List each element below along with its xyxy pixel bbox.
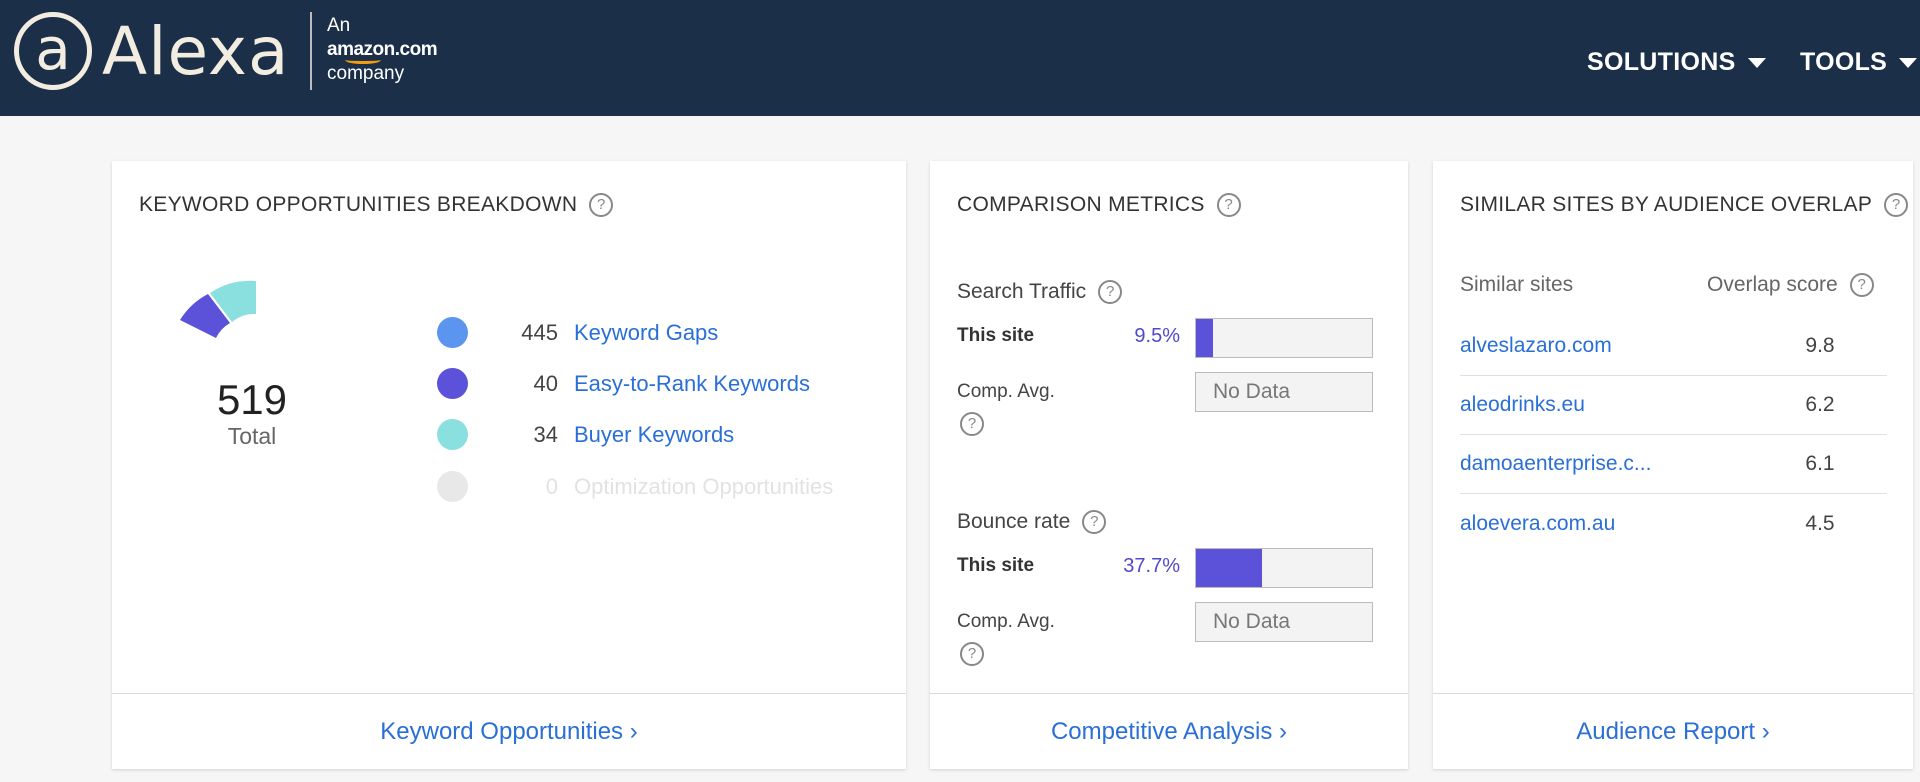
search-traffic-comp-value: No Data bbox=[1195, 372, 1373, 412]
comp-avg-label: Comp. Avg. bbox=[957, 611, 1055, 632]
comparison-card-title-text: COMPARISON METRICS bbox=[957, 193, 1205, 216]
help-icon[interactable]: ? bbox=[589, 193, 614, 217]
overlap-score: 6.1 bbox=[1805, 452, 1835, 475]
chevron-down-icon bbox=[1747, 57, 1766, 68]
gauge-segment-buyer bbox=[210, 280, 256, 322]
keyword-card-footer: Keyword Opportunities › bbox=[112, 693, 906, 769]
comparison-card-title: COMPARISON METRICS ? bbox=[957, 193, 1241, 217]
comparison-card-footer: Competitive Analysis › bbox=[930, 693, 1408, 769]
bounce-rate-comp-value: No Data bbox=[1195, 602, 1373, 642]
gauge-segment-easy-to-rank bbox=[180, 294, 230, 338]
easy-to-rank-keywords-link[interactable]: Easy-to-Rank Keywords bbox=[574, 370, 810, 396]
similar-site-link[interactable]: damoaenterprise.c... bbox=[1460, 452, 1652, 475]
similar-card-title: SIMILAR SITES BY AUDIENCE OVERLAP ? bbox=[1460, 193, 1909, 217]
bounce-rate-label: Bounce rate ? bbox=[957, 510, 1107, 534]
keyword-row-buyer: 34 Buyer Keywords bbox=[437, 419, 734, 450]
buyer-keywords-link[interactable]: Buyer Keywords bbox=[574, 421, 735, 447]
keyword-count: 0 bbox=[545, 473, 558, 499]
nav-solutions-label: SOLUTIONS bbox=[1587, 48, 1736, 76]
this-site-label: This site bbox=[957, 555, 1035, 576]
overlap-score-column-header: Overlap score ? bbox=[1707, 273, 1874, 297]
legend-dot-icon bbox=[437, 368, 468, 399]
bounce-rate-bar bbox=[1195, 548, 1373, 588]
help-icon[interactable]: ? bbox=[960, 412, 984, 436]
keyword-row-easy-to-rank: 40 Easy-to-Rank Keywords bbox=[437, 368, 810, 399]
help-icon[interactable]: ? bbox=[1098, 280, 1123, 304]
search-traffic-bar bbox=[1195, 318, 1373, 358]
this-site-label: This site bbox=[957, 325, 1035, 346]
search-traffic-label: Search Traffic ? bbox=[957, 280, 1123, 304]
comp-avg-label: Comp. Avg. bbox=[957, 381, 1055, 402]
overlap-score: 6.2 bbox=[1805, 393, 1835, 416]
keyword-count: 445 bbox=[521, 319, 558, 345]
help-icon[interactable]: ? bbox=[1884, 193, 1909, 217]
audience-report-link[interactable]: Audience Report › bbox=[1576, 717, 1770, 745]
legend-dot-icon bbox=[437, 317, 468, 348]
help-icon[interactable]: ? bbox=[960, 642, 984, 666]
overlap-score-column-label: Overlap score bbox=[1707, 273, 1838, 296]
help-icon[interactable]: ? bbox=[1082, 510, 1107, 534]
keyword-opportunities-link[interactable]: Keyword Opportunities › bbox=[380, 717, 638, 745]
keyword-total-value: 519 bbox=[216, 376, 288, 423]
tagline-an: An bbox=[327, 15, 351, 36]
similar-site-link[interactable]: aloevera.com.au bbox=[1460, 511, 1616, 535]
keyword-gaps-link[interactable]: Keyword Gaps bbox=[574, 319, 719, 345]
keyword-opportunities-card: KEYWORD OPPORTUNITIES BREAKDOWN ? 519 To… bbox=[112, 161, 906, 769]
table-row: damoaenterprise.c... 6.1 bbox=[1460, 435, 1887, 494]
top-navigation-bar: a Alexa An amazon.com company SOLUTIONS … bbox=[0, 0, 1920, 116]
tagline-company: company bbox=[327, 63, 405, 84]
alexa-logo-icon[interactable]: a bbox=[14, 12, 92, 90]
keyword-card-title: KEYWORD OPPORTUNITIES BREAKDOWN ? bbox=[139, 193, 614, 217]
nav-tools[interactable]: TOOLS bbox=[1800, 48, 1918, 77]
competitive-analysis-link[interactable]: Competitive Analysis › bbox=[1050, 717, 1288, 745]
search-traffic-value: 9.5% bbox=[1134, 325, 1180, 347]
keyword-count: 40 bbox=[533, 370, 558, 396]
similar-card-footer: Audience Report › bbox=[1433, 693, 1913, 769]
amazon-company-tagline: An amazon.com company bbox=[327, 14, 438, 86]
similar-site-link[interactable]: alveslazaro.com bbox=[1460, 334, 1612, 357]
similar-card-title-text: SIMILAR SITES BY AUDIENCE OVERLAP bbox=[1460, 193, 1873, 216]
bounce-rate-value: 37.7% bbox=[1123, 555, 1180, 577]
overlap-score: 9.8 bbox=[1805, 334, 1835, 357]
help-icon[interactable]: ? bbox=[1849, 273, 1874, 297]
comparison-metrics-card: COMPARISON METRICS ? Search Traffic ? Th… bbox=[930, 161, 1408, 769]
table-row: alveslazaro.com 9.8 bbox=[1460, 317, 1887, 376]
help-icon[interactable]: ? bbox=[1216, 193, 1241, 217]
nav-solutions[interactable]: SOLUTIONS bbox=[1587, 48, 1766, 77]
keyword-gauge-chart bbox=[180, 280, 256, 338]
similar-sites-card: SIMILAR SITES BY AUDIENCE OVERLAP ? Simi… bbox=[1433, 161, 1913, 769]
keyword-card-title-text: KEYWORD OPPORTUNITIES BREAKDOWN bbox=[139, 193, 578, 216]
alexa-brand-name[interactable]: Alexa bbox=[102, 13, 290, 90]
nav-tools-label: TOOLS bbox=[1800, 48, 1888, 76]
amazon-smile-icon bbox=[345, 56, 381, 64]
keyword-row-optimization: 0 Optimization Opportunities bbox=[437, 471, 833, 502]
legend-dot-icon bbox=[437, 419, 468, 450]
similar-site-link[interactable]: aleodrinks.eu bbox=[1460, 393, 1585, 416]
logo-divider bbox=[310, 12, 312, 90]
legend-dot-icon bbox=[437, 471, 468, 502]
optimization-opportunities-label: Optimization Opportunities bbox=[574, 473, 834, 499]
table-row: aloevera.com.au 4.5 bbox=[1460, 494, 1887, 553]
overlap-score: 4.5 bbox=[1805, 511, 1835, 535]
keyword-total-label: Total bbox=[227, 423, 277, 449]
table-row: aleodrinks.eu 6.2 bbox=[1460, 376, 1887, 435]
search-traffic-label-text: Search Traffic bbox=[957, 280, 1087, 303]
search-traffic-bar-fill bbox=[1196, 319, 1213, 357]
keyword-count: 34 bbox=[533, 421, 558, 447]
bounce-rate-label-text: Bounce rate bbox=[957, 510, 1071, 533]
similar-sites-column-header: Similar sites bbox=[1460, 273, 1573, 297]
chevron-down-icon bbox=[1899, 57, 1918, 68]
similar-sites-column-label: Similar sites bbox=[1460, 273, 1574, 296]
tagline-amazon: amazon.com bbox=[327, 39, 438, 60]
bounce-rate-bar-fill bbox=[1196, 549, 1263, 587]
keyword-row-gaps: 445 Keyword Gaps bbox=[437, 317, 718, 348]
